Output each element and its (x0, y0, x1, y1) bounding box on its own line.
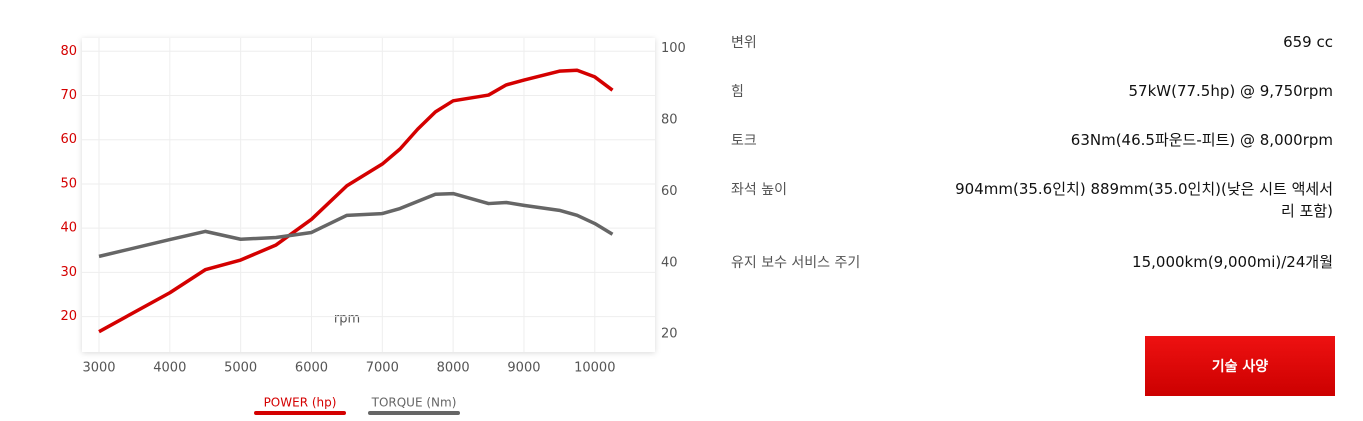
spec-value: 15,000km(9,000mi)/24개월 (1132, 253, 1333, 271)
y2-tick-label: 80 (661, 113, 678, 128)
x-tick-label: 6000 (295, 361, 328, 376)
spec-label: 토크 (731, 133, 757, 149)
plot-area (82, 38, 655, 352)
x-tick-label: 8000 (437, 361, 470, 376)
y2-tick-label: 60 (661, 184, 678, 199)
spec-label: 힘 (731, 84, 744, 100)
series-line (98, 68, 614, 334)
spec-button[interactable]: 기술 사양 (1145, 336, 1335, 396)
y2-tick-label: 40 (661, 255, 678, 270)
spec-label: 좌석 높이 (731, 182, 787, 198)
y-tick-label: 40 (60, 221, 77, 236)
y-tick-label: 80 (60, 44, 77, 59)
y-tick-label: 30 (60, 265, 77, 280)
x-tick-label: 7000 (366, 361, 399, 376)
y-tick-label: 70 (60, 88, 77, 103)
x-axis-label: rpm (334, 312, 360, 327)
legend-swatch (368, 411, 460, 415)
legend-swatch (254, 411, 346, 415)
legend-label: TORQUE (Nm) (371, 396, 457, 410)
spec-label: 유지 보수 서비스 주기 (731, 255, 861, 271)
series-line (98, 191, 614, 259)
y-tick-label: 50 (60, 176, 77, 191)
x-tick-label: 9000 (507, 361, 540, 376)
x-tick-label: 5000 (224, 361, 257, 376)
spec-value: 904mm(35.6인치) 889mm(35.0인치)(낮은 시트 액세서리 포… (955, 180, 1333, 220)
x-tick-label: 4000 (153, 361, 186, 376)
spec-label: 변위 (731, 35, 757, 51)
y2-tick-label: 100 (661, 41, 686, 56)
y-tick-label: 20 (60, 309, 77, 324)
chart: rpm 3000 4000 5000 6000 7000 8000 9000 10000 20 3… (60, 38, 686, 415)
y-tick-label: 60 (60, 132, 77, 147)
legend-label: POWER (hp) (264, 396, 337, 410)
y2-tick-label: 20 (661, 327, 678, 342)
spec-value: 659 cc (1283, 33, 1333, 51)
x-tick-label: 10000 (574, 361, 615, 376)
spec-value: 63Nm(46.5파운드-피트) @ 8,000rpm (1070, 131, 1333, 149)
x-tick-label: 3000 (82, 361, 115, 376)
spec-value: 57kW(77.5hp) @ 9,750rpm (1128, 82, 1333, 100)
